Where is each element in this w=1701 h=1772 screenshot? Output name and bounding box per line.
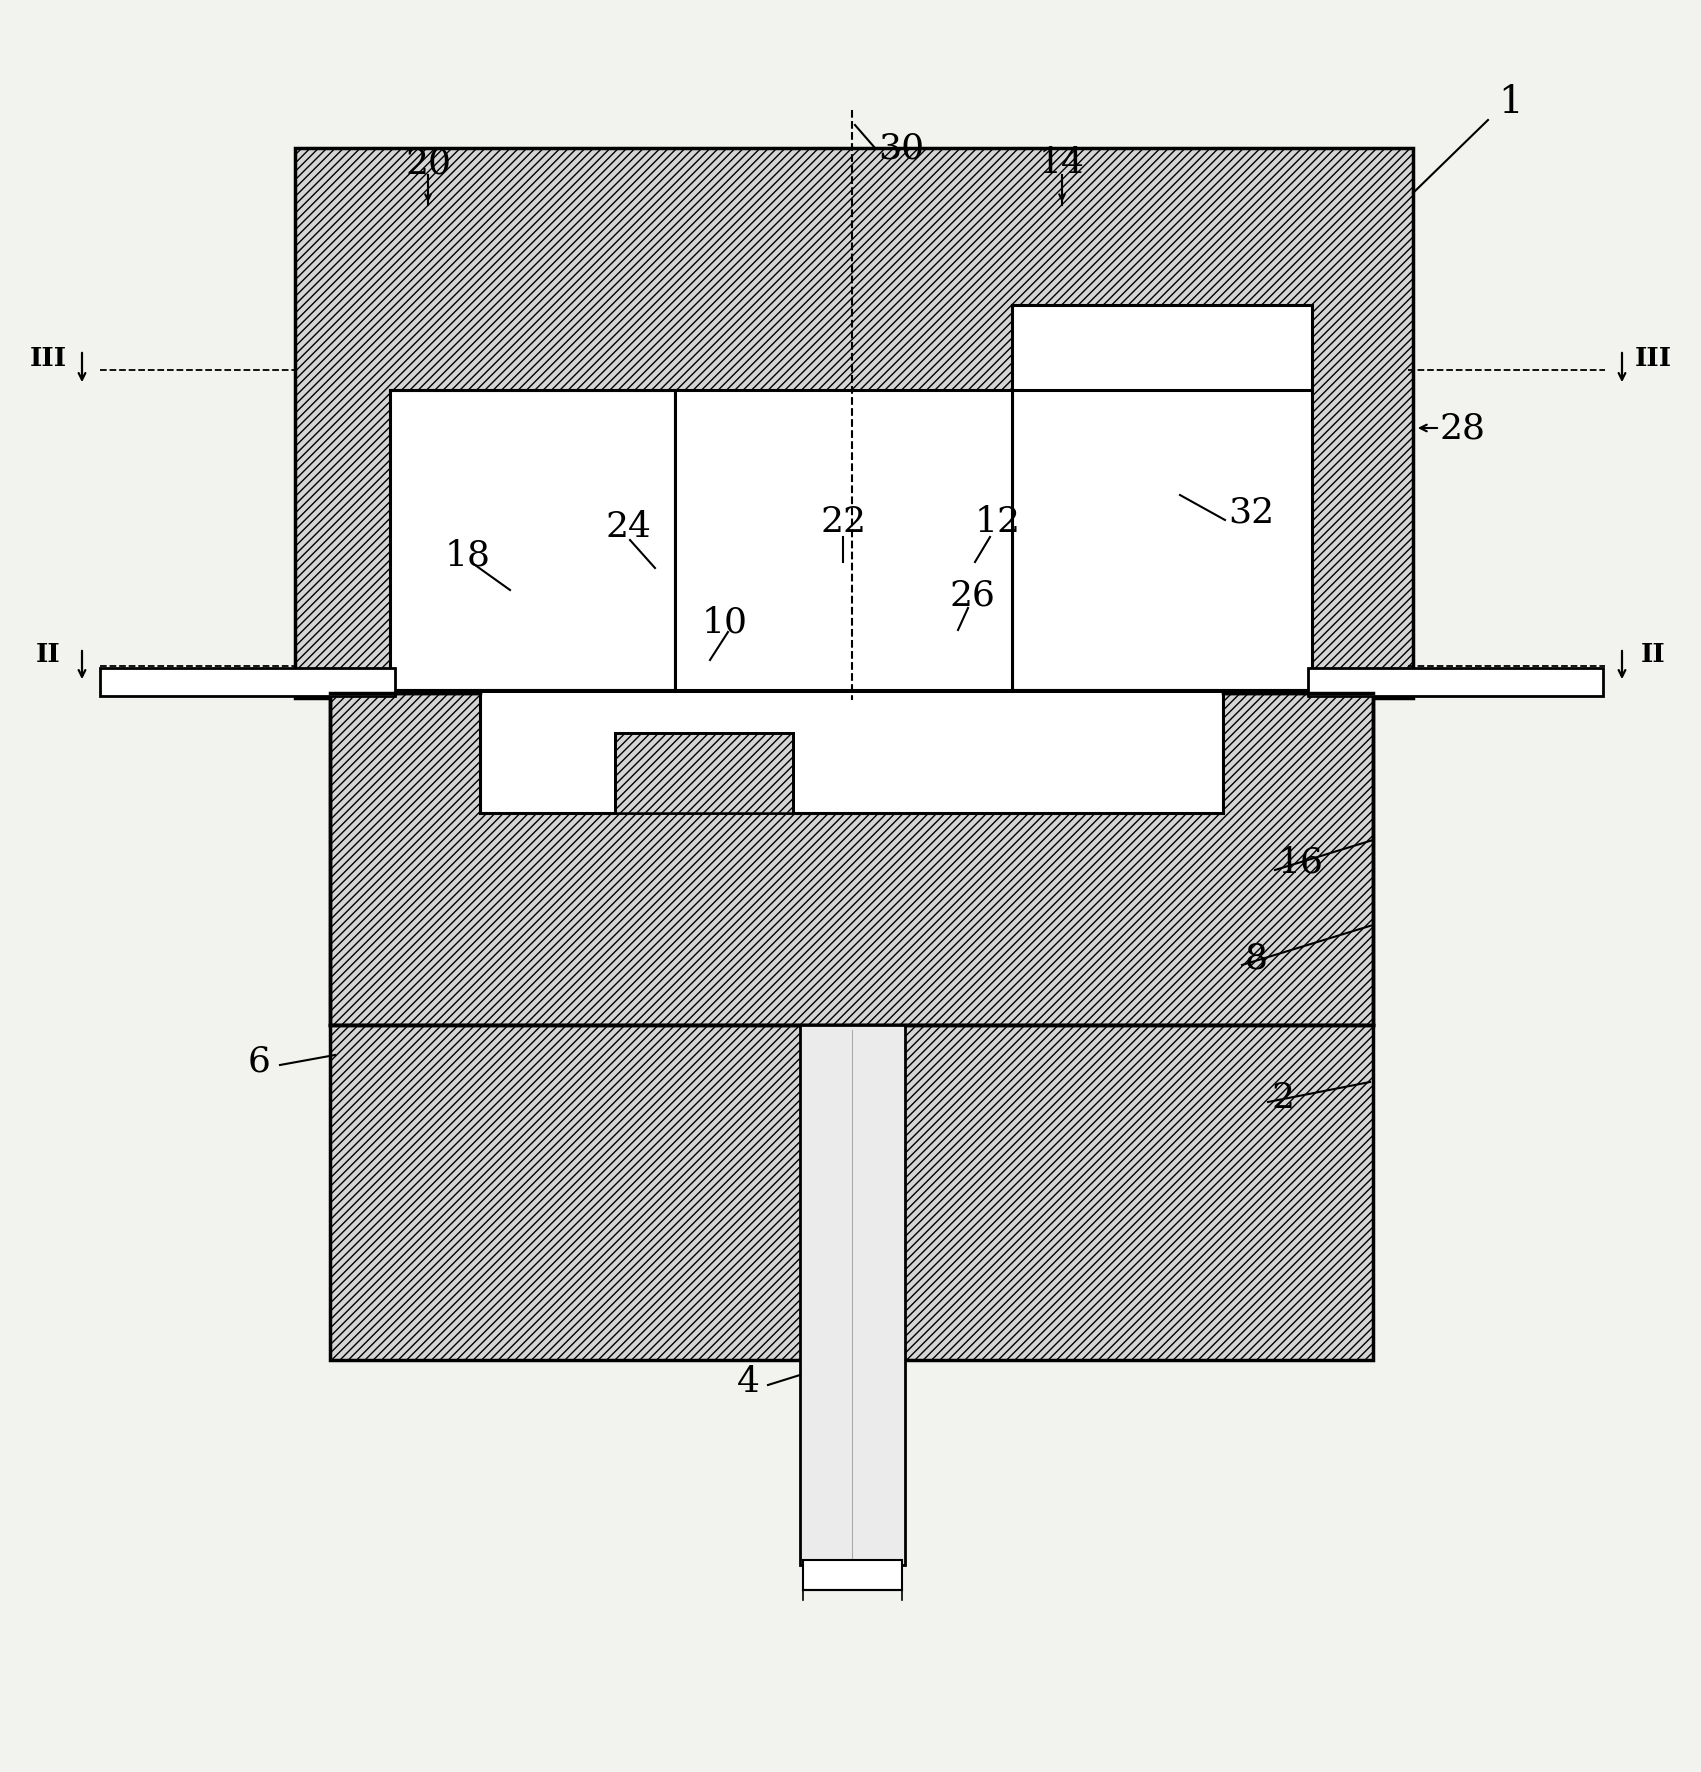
Text: II: II (36, 641, 60, 666)
Text: III: III (29, 346, 66, 370)
Text: 20: 20 (405, 145, 451, 181)
Text: II: II (1641, 641, 1665, 666)
Bar (616, 734, 793, 813)
Text: 4: 4 (737, 1364, 760, 1400)
Bar (390, 390, 675, 689)
Text: 14: 14 (1039, 145, 1085, 181)
Text: 16: 16 (1277, 845, 1323, 879)
Text: 6: 6 (247, 1045, 270, 1079)
Text: 28: 28 (1441, 411, 1487, 445)
Bar (1308, 668, 1602, 696)
Bar (330, 693, 1373, 1024)
Bar (294, 149, 1414, 698)
Text: 8: 8 (1245, 941, 1267, 975)
Text: 1: 1 (1499, 83, 1522, 120)
Bar (1012, 305, 1311, 689)
Bar (799, 1024, 905, 1565)
Bar (100, 668, 395, 696)
Bar (480, 693, 1223, 813)
Text: 10: 10 (703, 604, 748, 640)
Bar (675, 390, 1012, 689)
Bar (616, 734, 793, 813)
Text: 22: 22 (820, 505, 866, 539)
Text: 30: 30 (878, 131, 924, 165)
Text: 24: 24 (606, 510, 651, 544)
Text: 2: 2 (1272, 1081, 1294, 1115)
Text: 32: 32 (1228, 494, 1274, 530)
Text: 18: 18 (446, 539, 492, 572)
Bar (330, 1024, 1373, 1359)
Text: III: III (1635, 346, 1672, 370)
Bar (803, 1559, 902, 1589)
Text: 12: 12 (975, 505, 1021, 539)
Text: 26: 26 (949, 578, 995, 611)
